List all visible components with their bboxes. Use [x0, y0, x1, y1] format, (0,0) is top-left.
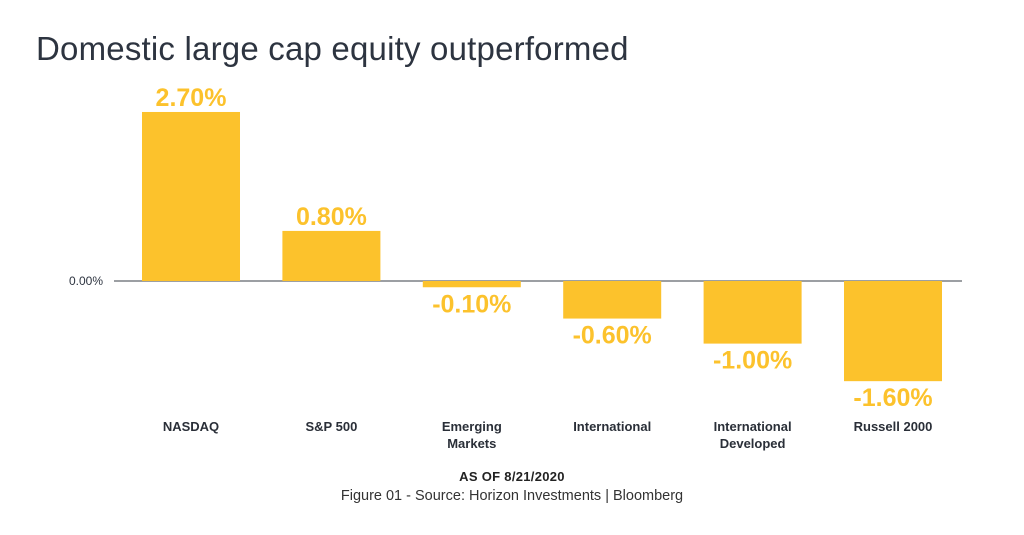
value-label-0: 2.70% [156, 84, 227, 112]
value-label-3: -0.60% [573, 322, 652, 350]
bar-5 [844, 281, 942, 382]
category-label-line: Markets [447, 436, 496, 451]
category-label-line: Emerging [442, 419, 502, 434]
chart-title: Domestic large cap equity outperformed [36, 30, 629, 67]
category-label-1: S&P 500 [306, 419, 358, 434]
bar-0 [142, 111, 240, 281]
category-label-0: NASDAQ [163, 419, 219, 434]
category-label-line: NASDAQ [163, 419, 219, 434]
value-label-5: -1.60% [853, 384, 932, 412]
zero-axis-label: 0.00% [69, 274, 103, 288]
category-label-2: Emerging Markets [442, 419, 502, 451]
bar-1 [282, 230, 381, 281]
value-label-2: -0.10% [432, 290, 511, 318]
category-label-5: Russell 2000 [854, 419, 933, 434]
category-label-line: Developed [720, 436, 786, 451]
value-label-4: -1.00% [713, 347, 792, 375]
category-label-line: S&P 500 [306, 419, 358, 434]
date-note: AS OF 8/21/2020 [459, 469, 565, 484]
value-label-1: 0.80% [296, 203, 367, 231]
category-label-line: International [714, 419, 792, 434]
category-label-line: International [573, 419, 651, 434]
source-note: Figure 01 - Source: Horizon Investments … [340, 488, 684, 504]
category-label-line: Russell 2000 [854, 419, 933, 434]
bar-4 [703, 281, 802, 344]
category-label-3: International [573, 419, 651, 434]
category-label-4: International Developed [714, 419, 792, 451]
bar-2 [422, 281, 521, 288]
bar-3 [563, 281, 662, 319]
